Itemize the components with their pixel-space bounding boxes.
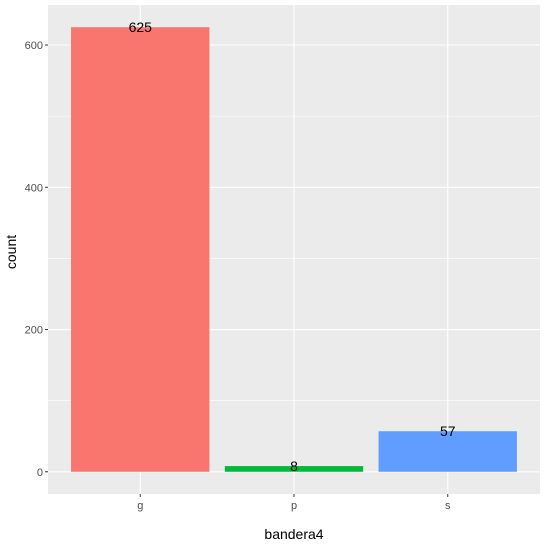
x-tick-label: s xyxy=(445,500,451,512)
data-label-s: 57 xyxy=(440,423,456,439)
x-axis-title: bandera4 xyxy=(264,526,323,542)
x-tick-label: p xyxy=(291,500,297,512)
bar-p xyxy=(224,466,364,472)
bar-g xyxy=(71,27,210,472)
y-tick-label: 200 xyxy=(25,325,43,337)
bars xyxy=(71,27,517,472)
y-axis-title: count xyxy=(3,235,19,269)
bar-s xyxy=(378,431,517,472)
data-labels: 625 8 57 xyxy=(129,19,456,474)
y-tick-label: 600 xyxy=(25,40,43,52)
data-label-p: 8 xyxy=(290,458,298,474)
x-tick-label: g xyxy=(137,500,143,512)
y-axis: 0 200 400 600 xyxy=(25,40,48,479)
y-tick-label: 0 xyxy=(37,467,43,479)
y-tick-label: 400 xyxy=(25,182,43,194)
data-label-g: 625 xyxy=(129,19,153,35)
